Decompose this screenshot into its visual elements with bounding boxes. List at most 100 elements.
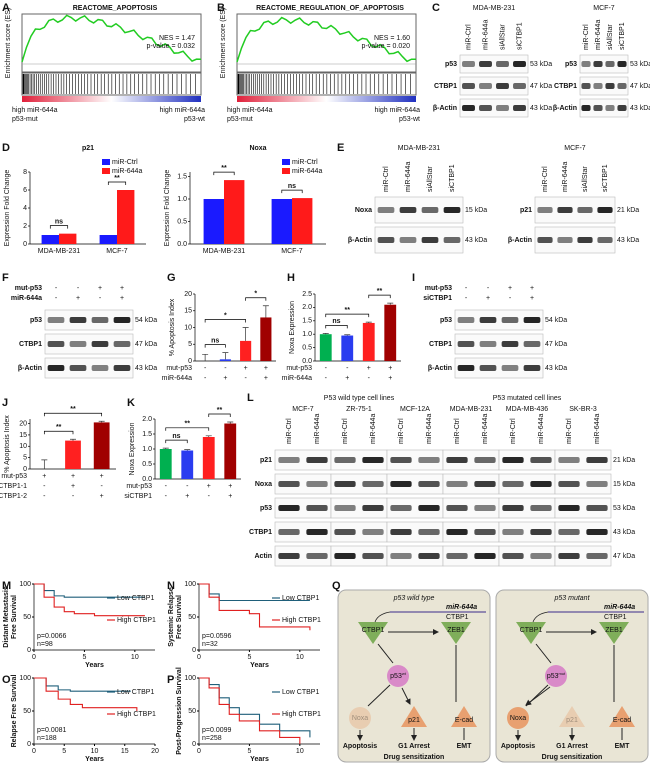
lane-label: miR-Ctrl bbox=[583, 24, 590, 50]
band bbox=[479, 365, 497, 371]
panel: H Noxa Expression 0.0 0.5 1.0 1.5 2.0 2.5 mut-p5… bbox=[282, 272, 401, 382]
sig-label: ns bbox=[172, 433, 180, 440]
condition-name: miR-644a bbox=[282, 375, 312, 382]
band bbox=[496, 105, 509, 111]
lane-label: miR-Ctrl bbox=[383, 166, 390, 192]
gsea-title: REACTOME_APOPTOSIS bbox=[73, 5, 158, 12]
band bbox=[306, 505, 328, 511]
x-tick-label: 10 bbox=[296, 748, 304, 755]
row-label: Noxa bbox=[355, 207, 372, 214]
sig-label: ** bbox=[221, 165, 227, 172]
result: Drug sensitization bbox=[542, 754, 603, 761]
x-tick-label: 5 bbox=[82, 654, 86, 661]
sign: - bbox=[465, 295, 468, 302]
bar bbox=[99, 235, 117, 244]
band bbox=[390, 505, 412, 511]
node-label: p53mut bbox=[547, 671, 566, 680]
blot-box bbox=[554, 449, 612, 471]
error-bar bbox=[365, 321, 372, 323]
node-label: p21 bbox=[408, 717, 420, 724]
sig-bracket bbox=[213, 171, 235, 176]
survival-curve bbox=[199, 677, 311, 738]
band bbox=[502, 457, 524, 463]
x-tick-label: 0 bbox=[197, 654, 201, 661]
node-label: CTBP1 bbox=[520, 627, 543, 634]
row-label: p53 bbox=[30, 317, 42, 324]
chart-title: p21 bbox=[82, 145, 94, 152]
blot-box bbox=[44, 309, 134, 331]
sig-bracket bbox=[325, 325, 348, 329]
lane-label: miR-644a bbox=[482, 20, 489, 50]
lane-label: siAllStar bbox=[499, 24, 506, 50]
panel: E MDA-MB-231 miR-Ctrl miR-644a siAllStar siCT… bbox=[337, 142, 639, 254]
size-label: 43 kDa bbox=[613, 529, 635, 536]
blot-box bbox=[554, 521, 612, 543]
band bbox=[334, 553, 356, 559]
y-tick-label: 1.0 bbox=[177, 196, 187, 203]
sig-bracket bbox=[281, 189, 303, 194]
sign: - bbox=[55, 285, 58, 292]
error-bar bbox=[162, 447, 169, 449]
sig-bracket bbox=[107, 181, 127, 185]
sign: + bbox=[71, 473, 75, 480]
sign: + bbox=[71, 483, 75, 490]
size-label: 15 kDa bbox=[613, 481, 635, 488]
size-label: 47 kDa bbox=[135, 341, 157, 348]
sig-bracket bbox=[43, 430, 74, 435]
x-tick-label: 10 bbox=[91, 748, 99, 755]
survival-curve bbox=[199, 583, 311, 631]
y-tick-label: 0 bbox=[23, 241, 27, 248]
blot-box bbox=[44, 357, 134, 379]
legend-label: Low CTBP1 bbox=[282, 595, 319, 602]
panel-label: C bbox=[432, 2, 440, 14]
x-tick-label: 5 bbox=[247, 654, 251, 661]
cell-line: MCF-7 bbox=[593, 5, 614, 12]
node-shape bbox=[401, 706, 427, 727]
legend-swatch bbox=[282, 168, 290, 174]
sig-bracket bbox=[208, 413, 231, 417]
node-shape bbox=[441, 622, 471, 644]
sign: + bbox=[530, 285, 534, 292]
sign: + bbox=[120, 285, 124, 292]
lane-label: miR-Ctrl bbox=[398, 418, 405, 444]
band bbox=[523, 317, 541, 323]
node-label: Noxa bbox=[510, 715, 526, 722]
band bbox=[390, 481, 412, 487]
sign: - bbox=[77, 285, 80, 292]
row-label: CTBP1 bbox=[429, 341, 452, 348]
band bbox=[462, 61, 475, 67]
y-tick-label: 1.5 bbox=[302, 318, 312, 325]
sig-label: * bbox=[224, 312, 227, 319]
error-bar bbox=[202, 353, 209, 361]
band bbox=[418, 457, 440, 463]
size-label: 54 kDa bbox=[135, 317, 157, 324]
x-tick-label: 0 bbox=[32, 654, 36, 661]
condition-name: mut-p53 bbox=[425, 285, 452, 292]
band bbox=[586, 505, 608, 511]
sign: + bbox=[264, 365, 268, 372]
band bbox=[443, 207, 461, 213]
sig-bracket bbox=[49, 225, 69, 229]
band bbox=[605, 83, 615, 89]
band bbox=[362, 553, 384, 559]
band bbox=[479, 317, 497, 323]
sign: - bbox=[43, 493, 46, 500]
sign: - bbox=[43, 483, 46, 490]
side-title: p53 wild type bbox=[393, 595, 435, 602]
sig-label: ns bbox=[211, 337, 219, 344]
gene-label: CTBP1 bbox=[604, 614, 627, 621]
bar bbox=[271, 199, 292, 244]
condition-name: miR-644a bbox=[11, 295, 42, 302]
band bbox=[278, 553, 300, 559]
cell-line: ZR-75-1 bbox=[346, 406, 372, 413]
panel-label: H bbox=[287, 272, 295, 284]
band bbox=[421, 207, 439, 213]
legend-swatch bbox=[102, 159, 110, 165]
band bbox=[306, 529, 328, 535]
stat: p=0.0066 bbox=[37, 633, 66, 640]
band bbox=[593, 83, 603, 89]
sign: - bbox=[165, 493, 168, 500]
binding bbox=[374, 611, 391, 623]
y-axis-label: Noxa Expression bbox=[129, 422, 136, 475]
